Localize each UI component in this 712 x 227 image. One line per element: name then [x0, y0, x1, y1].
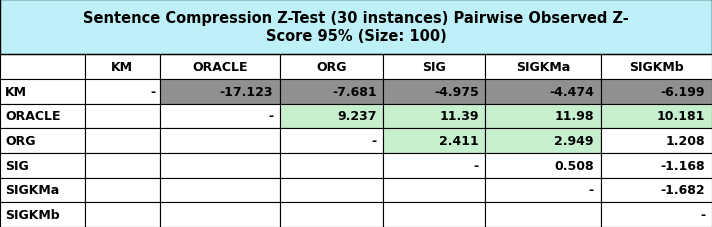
Bar: [160, 153, 281, 178]
Bar: [281, 79, 382, 104]
Text: SIGKMb: SIGKMb: [5, 208, 60, 221]
Text: SIGKMa: SIGKMa: [5, 184, 59, 197]
Bar: [383, 104, 485, 129]
Bar: [160, 55, 281, 79]
Text: -: -: [372, 134, 377, 148]
Bar: [160, 129, 281, 153]
Bar: [485, 104, 601, 129]
Bar: [485, 153, 601, 178]
Text: ORG: ORG: [316, 61, 347, 74]
Bar: [160, 178, 281, 202]
Bar: [85, 202, 160, 227]
Bar: [281, 129, 382, 153]
Bar: [0, 55, 85, 79]
Bar: [160, 79, 281, 104]
Text: -17.123: -17.123: [219, 85, 273, 98]
Text: SIGKMa: SIGKMa: [515, 61, 570, 74]
Bar: [383, 153, 485, 178]
Text: 9.237: 9.237: [337, 110, 377, 123]
Text: -1.682: -1.682: [661, 184, 706, 197]
Bar: [160, 104, 281, 129]
Text: -4.474: -4.474: [549, 85, 594, 98]
Bar: [85, 178, 160, 202]
Bar: [281, 153, 382, 178]
Bar: [383, 202, 485, 227]
Text: KM: KM: [111, 61, 133, 74]
Bar: [281, 202, 382, 227]
Bar: [0, 0, 712, 55]
Text: ORACLE: ORACLE: [192, 61, 248, 74]
Bar: [485, 129, 601, 153]
Text: -: -: [589, 184, 594, 197]
Text: 11.98: 11.98: [555, 110, 594, 123]
Bar: [601, 178, 712, 202]
Bar: [85, 79, 160, 104]
Bar: [485, 79, 601, 104]
Bar: [383, 129, 485, 153]
Bar: [601, 55, 712, 79]
Bar: [0, 129, 85, 153]
Text: 10.181: 10.181: [657, 110, 706, 123]
Bar: [281, 104, 382, 129]
Text: 0.508: 0.508: [554, 159, 594, 172]
Text: SIGKMb: SIGKMb: [629, 61, 684, 74]
Bar: [85, 104, 160, 129]
Bar: [0, 79, 85, 104]
Bar: [485, 202, 601, 227]
Bar: [0, 178, 85, 202]
Bar: [0, 104, 85, 129]
Bar: [601, 202, 712, 227]
Text: ORACLE: ORACLE: [5, 110, 61, 123]
Bar: [0, 202, 85, 227]
Text: -4.975: -4.975: [434, 85, 479, 98]
Text: 11.39: 11.39: [439, 110, 479, 123]
Bar: [601, 153, 712, 178]
Bar: [0, 153, 85, 178]
Text: Sentence Compression Z-Test (30 instances) Pairwise Observed Z-
Score 95% (Size:: Sentence Compression Z-Test (30 instance…: [83, 11, 629, 44]
Bar: [601, 79, 712, 104]
Text: SIG: SIG: [5, 159, 28, 172]
Bar: [85, 55, 160, 79]
Bar: [281, 178, 382, 202]
Text: 2.411: 2.411: [439, 134, 479, 148]
Text: 1.208: 1.208: [666, 134, 706, 148]
Text: -: -: [473, 159, 479, 172]
Bar: [160, 202, 281, 227]
Bar: [85, 153, 160, 178]
Text: ORG: ORG: [5, 134, 36, 148]
Bar: [485, 178, 601, 202]
Bar: [383, 178, 485, 202]
Bar: [601, 104, 712, 129]
Text: -: -: [700, 208, 706, 221]
Bar: [281, 55, 382, 79]
Text: -1.168: -1.168: [661, 159, 706, 172]
Bar: [85, 129, 160, 153]
Text: -: -: [268, 110, 273, 123]
Text: 2.949: 2.949: [555, 134, 594, 148]
Text: KM: KM: [5, 85, 27, 98]
Text: -6.199: -6.199: [661, 85, 706, 98]
Bar: [383, 79, 485, 104]
Bar: [383, 55, 485, 79]
Text: -: -: [150, 85, 156, 98]
Bar: [601, 129, 712, 153]
Text: -7.681: -7.681: [332, 85, 377, 98]
Text: SIG: SIG: [422, 61, 446, 74]
Bar: [485, 55, 601, 79]
